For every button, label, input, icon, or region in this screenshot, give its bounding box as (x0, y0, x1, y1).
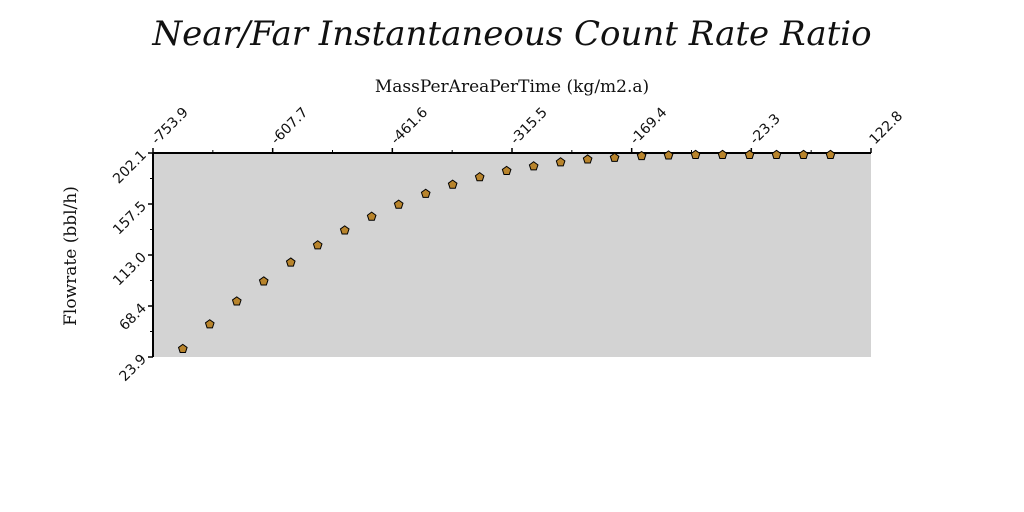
data-points (177, 149, 836, 354)
data-point (420, 188, 431, 198)
data-point (258, 276, 269, 286)
x-tick-label: -169.4 (627, 105, 670, 148)
data-point (636, 150, 647, 161)
data-point (528, 161, 539, 171)
y-tick-label: 202.1 (110, 148, 150, 188)
data-point (177, 343, 188, 354)
x-tick-label: -461.6 (388, 105, 431, 148)
chart-title: Near/Far Instantaneous Count Rate Ratio (151, 14, 871, 54)
data-point (771, 149, 782, 159)
x-tick-label: -607.7 (268, 105, 311, 148)
data-point (393, 199, 404, 209)
data-point (690, 149, 701, 159)
data-point (204, 319, 215, 329)
data-point (366, 211, 377, 221)
x-tick-label: 122.8 (867, 108, 907, 148)
data-point (717, 149, 728, 159)
data-point (285, 257, 296, 267)
data-point (312, 240, 323, 250)
data-point (231, 296, 242, 306)
y-tick-label: 23.9 (116, 352, 149, 385)
data-point (501, 165, 512, 175)
y-axis-ticks: 23.9 68.4 113.0 157.5 202.1 (110, 148, 153, 385)
x-tick-label: -753.9 (149, 105, 192, 148)
data-point (744, 149, 755, 159)
x-tick-label: -23.3 (747, 111, 784, 148)
y-axis-label: Flowrate (bbl/h) (61, 186, 81, 326)
x-axis-label: MassPerAreaPerTime (kg/m2.a) (375, 77, 649, 97)
x-axis-ticks: -753.9 -607.7 -461.6 -315.5 -169.4 -23.3 122.8 (149, 105, 907, 153)
data-point (474, 172, 485, 182)
y-tick-label: 157.5 (110, 199, 150, 239)
data-point (663, 150, 674, 160)
data-point (825, 149, 836, 159)
plot-area (153, 153, 871, 357)
x-tick-label: -315.5 (508, 105, 551, 148)
data-point (555, 157, 566, 167)
data-point (447, 179, 458, 189)
y-tick-label: 113.0 (110, 250, 150, 290)
data-point (582, 154, 593, 164)
y-tick-label: 68.4 (116, 300, 149, 333)
data-point (339, 225, 350, 235)
data-point (609, 152, 620, 162)
data-point (798, 149, 809, 159)
